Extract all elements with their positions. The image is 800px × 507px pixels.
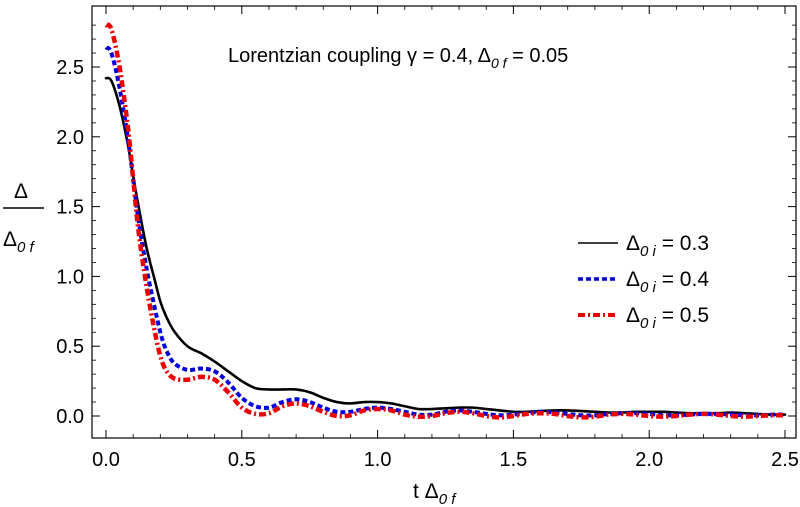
y-tick-label: 2.5 bbox=[56, 57, 84, 79]
chart-title: Lorentzian coupling γ = 0.4, Δ0 f = 0.05 bbox=[228, 45, 568, 71]
x-tick-label: 1.0 bbox=[364, 449, 392, 471]
plot-frame bbox=[91, 5, 797, 439]
y-axis-label-den-sub: 0 f bbox=[17, 239, 36, 256]
y-axis-ticks: 0.0 0.5 1.0 1.5 2.0 2.5 bbox=[56, 24, 796, 428]
legend-label-sub: 0 i bbox=[640, 315, 657, 332]
legend-label-1: Δ0 i = 0.3 bbox=[626, 232, 709, 260]
legend-label-main: Δ bbox=[626, 304, 640, 327]
legend-label-sub: 0 i bbox=[640, 243, 657, 260]
legend-label-tail: = 0.3 bbox=[656, 232, 709, 255]
y-axis-label-den-main: Δ bbox=[3, 228, 17, 251]
chart-title-sub: 0 f bbox=[491, 55, 509, 71]
x-tick-label: 1.5 bbox=[499, 449, 527, 471]
legend-label-tail: = 0.5 bbox=[656, 304, 709, 327]
series-line-3 bbox=[104, 22, 786, 420]
x-axis-label-sub: 0 f bbox=[439, 491, 458, 507]
y-axis-label: Δ Δ0 f bbox=[3, 180, 44, 256]
legend-label-tail: = 0.4 bbox=[656, 268, 709, 291]
y-tick-label: 0.5 bbox=[56, 336, 84, 358]
x-axis-label-main: t Δ bbox=[413, 480, 439, 503]
x-axis-ticks: 0.0 0.5 1.0 1.5 2.0 2.5 bbox=[92, 6, 799, 471]
x-tick-label: 2.5 bbox=[771, 449, 799, 471]
y-tick-label: 0.0 bbox=[56, 406, 84, 428]
series-line-1 bbox=[104, 76, 787, 416]
x-tick-label: 0.5 bbox=[228, 449, 256, 471]
x-axis-label: t Δ0 f bbox=[413, 480, 457, 507]
y-tick-label: 1.0 bbox=[56, 266, 84, 288]
legend-label-main: Δ bbox=[626, 268, 640, 291]
x-tick-label: 0.0 bbox=[92, 449, 120, 471]
legend: Δ0 i = 0.3Δ0 i = 0.4Δ0 i = 0.5 bbox=[578, 232, 709, 332]
y-tick-label: 1.5 bbox=[56, 197, 84, 219]
x-tick-label: 2.0 bbox=[635, 449, 663, 471]
legend-label-main: Δ bbox=[626, 232, 640, 255]
y-tick-label: 2.0 bbox=[56, 127, 84, 149]
legend-label-2: Δ0 i = 0.4 bbox=[626, 268, 709, 296]
y-axis-label-denominator: Δ0 f bbox=[3, 228, 36, 256]
series-layer bbox=[104, 22, 787, 420]
chart-title-tail: = 0.05 bbox=[507, 45, 569, 67]
y-axis-label-numerator: Δ bbox=[14, 180, 28, 203]
legend-label-sub: 0 i bbox=[640, 279, 657, 296]
chart-title-main: Lorentzian coupling γ = 0.4, Δ bbox=[228, 45, 491, 67]
legend-label-3: Δ0 i = 0.5 bbox=[626, 304, 709, 332]
